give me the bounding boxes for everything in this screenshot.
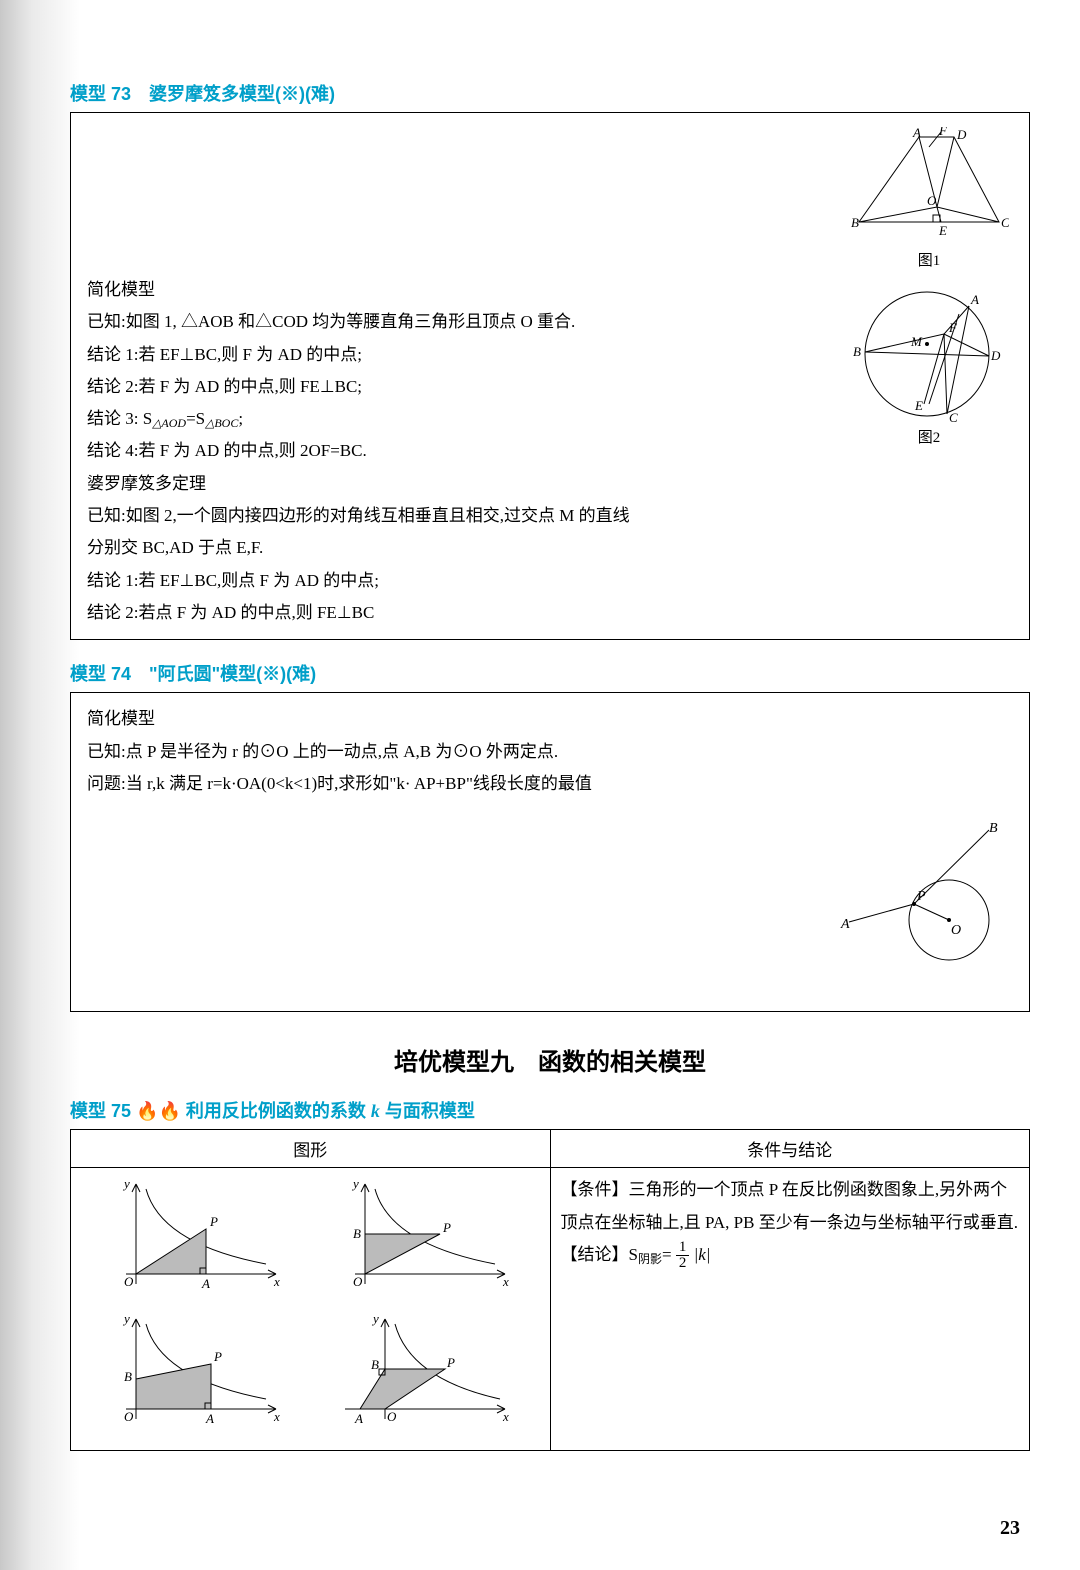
svg-text:x: x — [273, 1274, 280, 1289]
svg-text:B: B — [353, 1226, 361, 1241]
graph-1: O A P x y — [81, 1174, 310, 1309]
svg-text:P: P — [209, 1214, 218, 1229]
svg-text:x: x — [273, 1409, 280, 1424]
svg-text:A: A — [840, 917, 850, 932]
svg-text:B: B — [371, 1357, 379, 1372]
svg-text:B: B — [124, 1369, 132, 1384]
model-74-box: 简化模型 已知:点 P 是半径为 r 的⊙O 上的一动点,点 A,B 为⊙O 外… — [70, 692, 1030, 1012]
m74-line3: 问题:当 r,k 满足 r=k·OA(0<k<1)时,求形如"k· AP+BP"… — [87, 768, 1013, 800]
model-75-table: 图形 条件与结论 O — [70, 1129, 1030, 1451]
svg-text:A: A — [205, 1411, 214, 1426]
title-text: 婆罗摩笈多模型(※)(难) — [131, 84, 335, 104]
svg-text:M: M — [910, 334, 923, 349]
svg-text:x: x — [502, 1274, 509, 1289]
svg-text:D: D — [990, 348, 1001, 363]
svg-text:F: F — [938, 127, 948, 138]
svg-text:B: B — [853, 344, 861, 359]
title-num: 73 — [111, 84, 131, 104]
svg-text:P: P — [213, 1349, 222, 1364]
condition-cell: 【条件】三角形的一个顶点 P 在反比例函数图象上,另外两个顶点在坐标轴上,且 P… — [550, 1168, 1030, 1451]
figure-m74: A B P O — [839, 820, 1009, 970]
svg-text:B: B — [851, 215, 859, 230]
model-75-title: 模型 75 🔥🔥 利用反比例函数的系数 k 与面积模型 — [70, 1097, 1030, 1123]
svg-text:y: y — [371, 1311, 379, 1326]
svg-text:D: D — [956, 127, 967, 142]
svg-text:A: A — [354, 1411, 363, 1426]
svg-text:O: O — [353, 1274, 363, 1289]
graph-3: O B A P x y — [81, 1309, 310, 1444]
section-title: 培优模型九 函数的相关模型 — [70, 1042, 1030, 1077]
svg-text:y: y — [122, 1176, 130, 1191]
svg-text:O: O — [124, 1274, 134, 1289]
flame-icon: 🔥🔥 — [131, 1101, 186, 1121]
svg-text:y: y — [351, 1176, 359, 1191]
svg-text:O: O — [124, 1409, 134, 1424]
header-shape: 图形 — [71, 1130, 551, 1168]
svg-text:x: x — [502, 1409, 509, 1424]
m74-line1: 简化模型 — [87, 703, 1013, 735]
m73-line10: 结论 1:若 EF⊥BC,则点 F 为 AD 的中点; — [87, 565, 1013, 597]
svg-text:B: B — [989, 821, 998, 836]
m74-line2: 已知:点 P 是半径为 r 的⊙O 上的一动点,点 A,B 为⊙O 外两定点. — [87, 736, 1013, 768]
model-73-box: A F D B C O E 图1 A F D B — [70, 112, 1030, 640]
svg-text:O: O — [387, 1409, 397, 1424]
fig2-label: 图2 — [849, 426, 1009, 447]
graph-4: O A B P x y — [310, 1309, 539, 1444]
m73-line9: 分别交 BC,AD 于点 E,F. — [87, 532, 1013, 564]
page-number: 23 — [1000, 1517, 1020, 1540]
svg-text:O: O — [927, 193, 937, 208]
model-73-title: 模型 73 婆罗摩笈多模型(※)(难) — [70, 80, 1030, 106]
m73-line8: 已知:如图 2,一个圆内接四边形的对角线互相垂直且相交,过交点 M 的直线 — [87, 500, 1013, 532]
graph-cell: O A P x y — [71, 1168, 551, 1451]
header-cond: 条件与结论 — [550, 1130, 1030, 1168]
figure-2: A F D B C M E 图2 — [849, 284, 1009, 447]
model-74-title: 模型 74 "阿氏圆"模型(※)(难) — [70, 660, 1030, 686]
svg-text:A: A — [912, 127, 921, 140]
svg-text:A: A — [970, 292, 979, 307]
svg-text:E: E — [914, 398, 923, 413]
svg-text:E: E — [938, 223, 947, 238]
fraction: 1 2 — [676, 1240, 690, 1273]
fig1-label: 图1 — [849, 249, 1009, 270]
svg-text:P: P — [442, 1220, 451, 1235]
graph-2: O B P x y — [310, 1174, 539, 1309]
svg-text:A: A — [201, 1276, 210, 1291]
m73-line7: 婆罗摩笈多定理 — [87, 468, 1013, 500]
m73-line11: 结论 2:若点 F 为 AD 的中点,则 FE⊥BC — [87, 597, 1013, 629]
svg-text:F: F — [948, 320, 958, 335]
title-prefix: 模型 — [70, 84, 111, 104]
svg-text:C: C — [949, 410, 958, 424]
svg-text:y: y — [122, 1311, 130, 1326]
svg-text:P: P — [916, 889, 926, 904]
svg-text:O: O — [951, 923, 961, 938]
svg-text:C: C — [1001, 215, 1009, 230]
figure-1: A F D B C O E 图1 — [849, 127, 1009, 270]
svg-text:P: P — [446, 1355, 455, 1370]
